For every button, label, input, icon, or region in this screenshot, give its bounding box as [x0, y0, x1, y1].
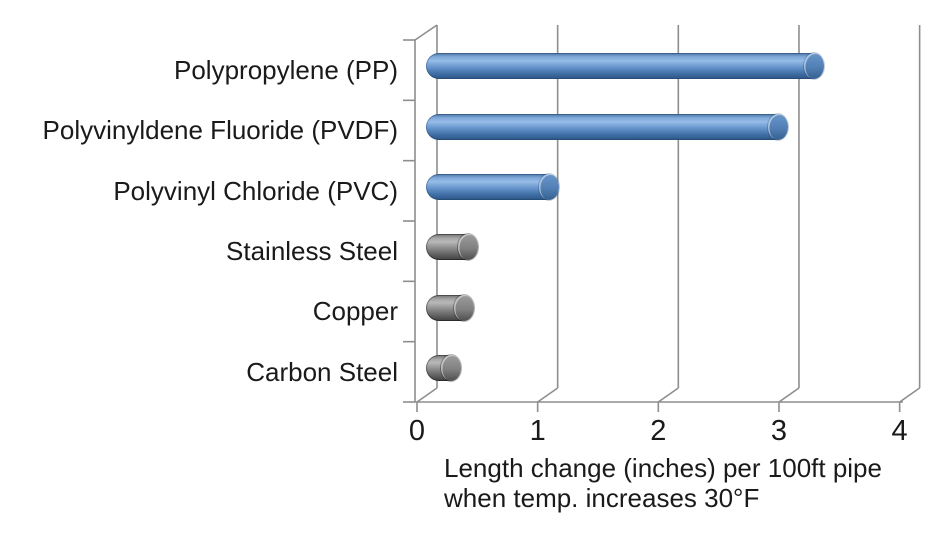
floor-depth-diagonal: [778, 387, 800, 403]
category-label: Copper: [312, 296, 398, 327]
category-label: Polypropylene (PP): [174, 55, 398, 86]
x-tick-label-1: 1: [529, 415, 546, 447]
floor-depth-diagonal: [657, 387, 679, 403]
x-tick-label-2: 2: [650, 415, 667, 447]
bar-end-cap: [538, 173, 559, 200]
category-label: Polyvinyldene Fluoride (PVDF): [42, 115, 398, 146]
bar-polyvinyl-chloride-pvc: [426, 173, 559, 200]
bar-polyvinyldene-fluoride-pvdf: [426, 113, 788, 140]
x-tick-label-0: 0: [408, 415, 426, 447]
bar-polypropylene-pp: [426, 53, 825, 80]
floor-depth-diagonal: [416, 387, 438, 403]
bar-end-cap: [454, 294, 475, 321]
bar-end-cap: [767, 113, 788, 140]
bar-carbon-steel: [426, 354, 461, 381]
bar-end-cap: [440, 354, 461, 381]
x-axis-title: Length change (inches) per 100ft pipe wh…: [444, 453, 882, 513]
category-axis-labels: Polypropylene (PP) Polyvinyldene Fluoride…: [0, 40, 403, 402]
x-axis-title-line-1: Length change (inches) per 100ft pipe: [444, 453, 882, 483]
floor-depth-diagonal: [537, 387, 559, 403]
bar-end-cap: [457, 234, 478, 261]
floor-depth-diagonal: [899, 387, 921, 403]
wall-depth-diagonal: [414, 24, 438, 41]
x-tick-label-4: 4: [891, 415, 908, 447]
bar-end-cap: [804, 53, 825, 80]
x-axis-title-line-2: when temp. increases 30°F: [444, 483, 760, 513]
bar-copper: [426, 294, 475, 321]
category-label: Stainless Steel: [226, 236, 398, 267]
x-tick-label-3: 3: [770, 415, 788, 447]
bar-stainless-steel: [426, 234, 478, 261]
category-label: Polyvinyl Chloride (PVC): [113, 175, 398, 206]
category-label: Carbon Steel: [246, 356, 398, 387]
